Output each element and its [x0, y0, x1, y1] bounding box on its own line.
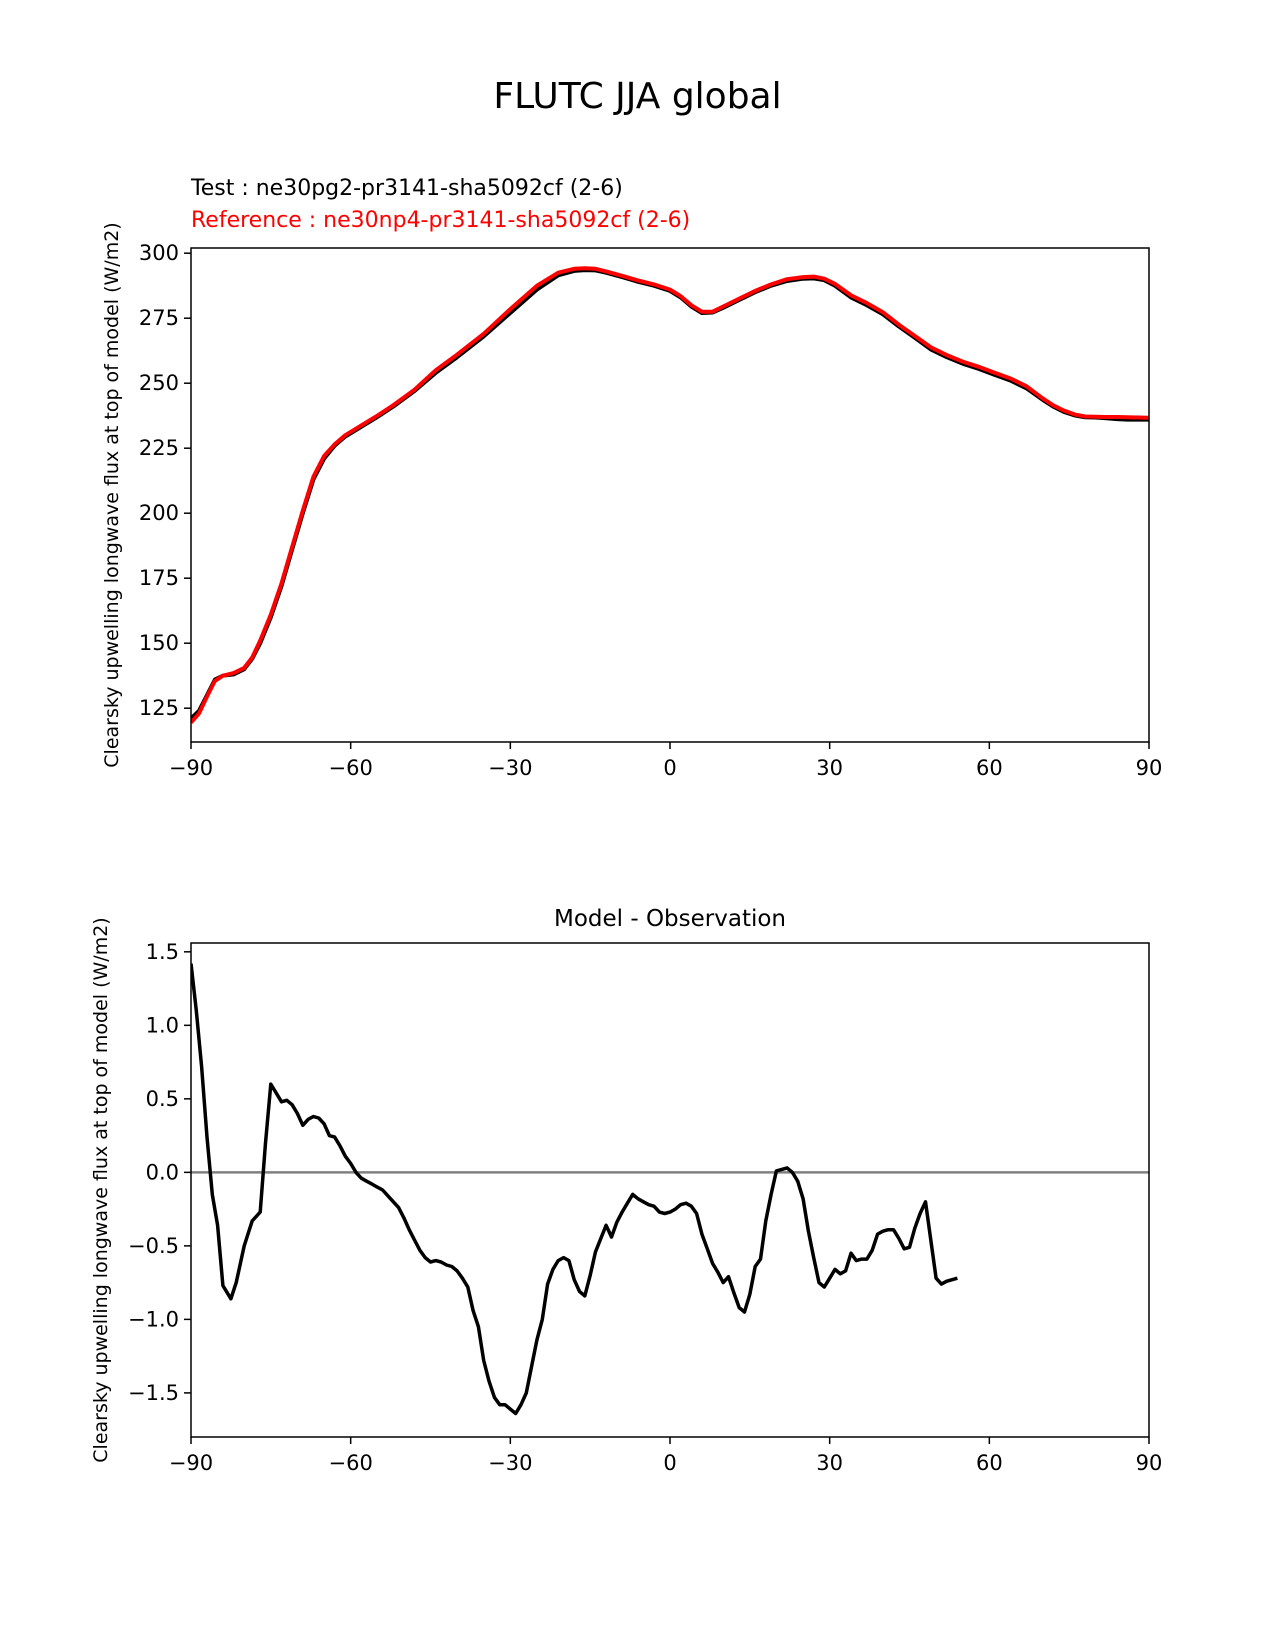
axes-frame [190, 247, 1150, 743]
y-tick-label: 1.0 [146, 1013, 179, 1037]
x-tick-label: −30 [488, 1451, 532, 1475]
series-line-test [191, 268, 1149, 721]
x-tick-label: 90 [1136, 1451, 1163, 1475]
x-tick-label: 30 [816, 1451, 843, 1475]
y-tick-label: 0.5 [146, 1087, 179, 1111]
figure-title: FLUTC JJA global [493, 76, 782, 117]
bottom-plot-title: Model - Observation [553, 906, 787, 932]
y-tick-label: 0.0 [146, 1160, 179, 1184]
x-tick-label: 30 [816, 756, 843, 780]
y-tick-label: 250 [139, 371, 179, 395]
y-axis-label: Clearsky upwelling longwave flux at top … [101, 222, 123, 767]
bottom-difference-plot: −90 −60 −30 0 30 60 90 −1.5 −1.0 −0.5 0.0 0.5 1.0 1.5… [90, 917, 1162, 1475]
x-tick-label: −60 [329, 1451, 373, 1475]
x-tick-label: 90 [1136, 756, 1163, 780]
y-tick-label: 125 [139, 696, 179, 720]
y-tick-label: 150 [139, 631, 179, 655]
x-tick-label: 0 [663, 1451, 676, 1475]
top-line-plot: −90 −60 −30 0 30 60 90 125 150 175 200 225 250 275 300… [101, 222, 1162, 780]
x-tick-label: −90 [169, 756, 213, 780]
test-series-label: Test : ne30pg2-pr3141-sha5092cf (2-6) [191, 176, 623, 201]
x-tick-label: 0 [663, 756, 676, 780]
y-tick-label: −1.5 [128, 1381, 179, 1405]
x-tick-label: −30 [488, 756, 532, 780]
x-tick-label: 60 [976, 1451, 1003, 1475]
x-tick-label: 60 [976, 756, 1003, 780]
series-line-reference [191, 266, 1149, 724]
y-tick-label: 200 [139, 501, 179, 525]
series-line-test [191, 963, 958, 1416]
y-axis-label: Clearsky upwelling longwave flux at top … [90, 917, 112, 1462]
x-tick-label: −90 [169, 1451, 213, 1475]
reference-series-label: Reference : ne30np4-pr3141-sha5092cf (2-… [191, 208, 691, 233]
y-tick-label: −1.0 [128, 1307, 179, 1331]
x-tick-label: −60 [329, 756, 373, 780]
y-tick-label: 300 [139, 241, 179, 265]
y-tick-label: 275 [139, 306, 179, 330]
y-tick-label: 1.5 [146, 940, 179, 964]
y-tick-label: −0.5 [128, 1234, 179, 1258]
axes-frame [190, 942, 1150, 1438]
y-tick-label: 225 [139, 436, 179, 460]
y-tick-label: 175 [139, 566, 179, 590]
